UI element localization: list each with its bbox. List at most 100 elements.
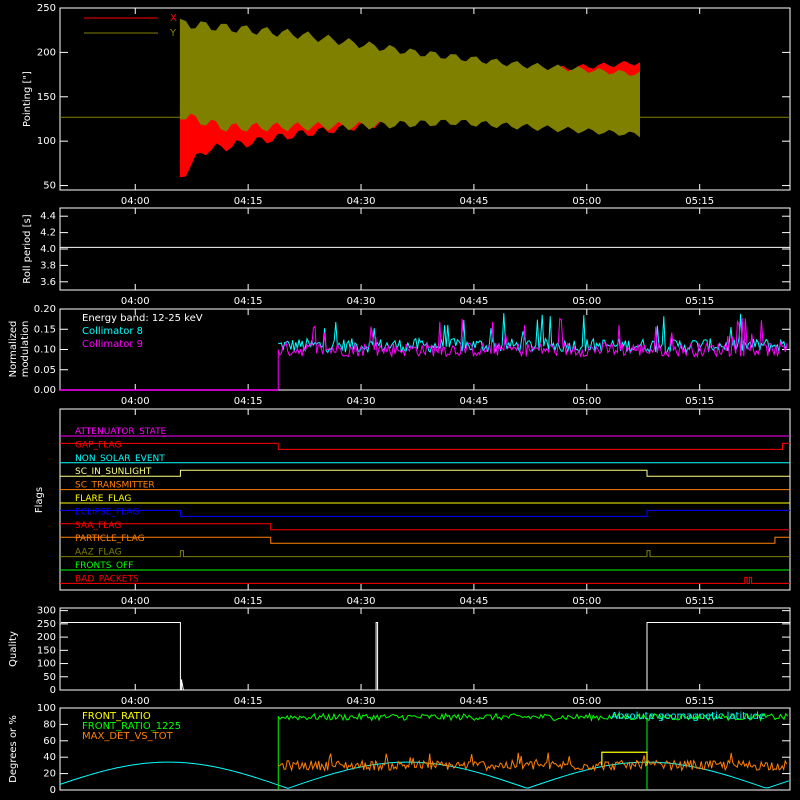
panel-flags-ylabel: Flags [34,487,45,513]
xtick-label: 05:15 [685,196,714,207]
pointing-ytick-label: 250 [37,3,56,14]
flag-label: AAZ_FLAG [75,548,122,558]
modulation-ytick-label: 0.10 [34,345,56,356]
panel-modulation: 0.00 0.05 0.10 0.15 0.20 04:00 04:15 04:30 04:4… [8,304,791,407]
flag-line-sc-in-sunlight [60,469,790,477]
xtick-label: 04:45 [460,696,489,707]
xtick-label: 05:00 [572,596,601,607]
flag-label: PARTICLE_FLAG [75,534,145,544]
panel-modulation-ylabel-2: modulation [20,321,31,378]
flag-label: FLARE_FLAG [75,494,131,504]
roll-ytick-label: 4.2 [40,228,56,239]
panel-roll-period: 3.6 3.8 4.0 4.2 4.4 04:00 04:15 04:30 04:45 05:0… [22,207,791,307]
modulation-series-8 [278,313,788,355]
xtick-label: 04:15 [234,296,263,307]
legend-label-y: Y [169,28,177,39]
xtick-label: 04:00 [121,396,150,407]
legend-label-collimator-8: Collimator 8 [82,326,143,337]
xtick-label: 04:15 [234,196,263,207]
quality-spike [180,679,184,691]
flag-label: SAA_FLAG [75,521,121,531]
xtick-label: 04:00 [121,196,150,207]
flag-line-eclipse-flag [60,509,790,517]
xtick-label: 04:30 [347,196,376,207]
legend-pointing: X Y [84,13,177,39]
quality-ytick-label: 50 [43,672,56,683]
xtick-label: 04:15 [234,696,263,707]
quality-line [61,622,790,691]
xtick-label: 05:00 [572,396,601,407]
quality-ytick-label: 250 [37,619,56,630]
flag-label: ATTENUATOR_STATE [75,427,167,437]
panel-pointing-frame [59,7,791,191]
panel-modulation-ylabel-1: Normalized [8,321,19,378]
panel-ratios: 0 20 40 60 80 100 Degrees or % FRONT_RATIO FR… [8,703,791,796]
flag-line-saa-flag [60,523,790,531]
ratios-ytick-label: 0 [50,785,56,796]
xtick-label: 04:45 [460,296,489,307]
modulation-ytick-label: 0.15 [34,324,56,335]
roll-ytick-label: 4.4 [40,211,56,222]
legend-label-max-det: MAX_DET_VS_TOT [82,731,174,742]
modulation-series-9 [277,317,788,359]
energy-band-annotation: Energy band: 12-25 keV [82,313,203,324]
xtick-label: 05:15 [685,396,714,407]
quality-ytick-label: 0 [50,685,56,696]
xtick-label: 04:15 [234,596,263,607]
xtick-label: 05:00 [572,196,601,207]
quality-ytick-label: 100 [37,659,56,670]
xtick-label: 04:45 [460,396,489,407]
modulation-ytick-label: 0.05 [34,365,56,376]
xtick-label: 04:30 [347,396,376,407]
pointing-ytick-label: 150 [37,92,56,103]
legend-label-x: X [170,13,177,24]
xtick-label: 04:30 [347,696,376,707]
quality-ytick-label: 150 [37,645,56,656]
geomagnetic-latitude-label: Absolute geomagnetic latitude [611,711,765,722]
quality-ytick-label: 200 [37,632,56,643]
pointing-series-y [179,18,640,138]
pointing-ytick-label: 200 [37,47,56,58]
xtick-label: 04:30 [347,296,376,307]
max-det-vs-tot-line [278,752,788,772]
xtick-label: 05:00 [572,696,601,707]
flag-label: NON_SOLAR_EVENT [75,454,165,464]
pointing-ytick-label: 50 [43,181,56,192]
ratios-ytick-label: 20 [43,769,56,780]
modulation-ytick-label: 0.00 [34,385,56,396]
xtick-label: 04:15 [234,396,263,407]
ratios-ytick-label: 100 [37,703,56,714]
panel-flags-frame [59,408,791,591]
flag-label: GAP_FLAG [75,440,121,450]
flag-label: BAD_PACKETS [75,574,139,584]
flag-label: SC_IN_SUNLIGHT [75,467,152,477]
panel-quality: 0 50 100 150 200 250 300 04:00 04:15 04:30 04:45 0… [8,606,791,707]
panel-ratios-ylabel: Degrees or % [8,715,19,783]
modulation-ytick-label: 0.20 [34,304,56,315]
front-ratio-1225-line [277,712,788,722]
flag-line-bad-packets [60,576,790,584]
legend-label-front-ratio: FRONT_RATIO [82,711,151,722]
panel-roll-ylabel: Roll period [s] [22,214,33,283]
ratios-ytick-label: 40 [43,752,56,763]
panel-flags: 04:00 04:15 04:30 04:45 05:00 05:15 ATTENUATO… [34,408,791,607]
flag-line-aaz-flag [60,550,790,558]
flag-line-particle-flag [60,536,790,544]
xtick-label: 05:00 [572,296,601,307]
panel-ratios-frame [59,707,791,791]
roll-ytick-label: 4.0 [40,244,56,255]
panel-pointing-ylabel: Pointing ["] [22,71,33,127]
panel-pointing: 50 100 150 200 250 04:00 04:15 04:30 04:45 05:00… [22,3,791,207]
flag-label: FRONTS_OFF [75,561,133,571]
xtick-label: 04:00 [121,596,150,607]
roll-ytick-label: 3.8 [40,260,56,271]
xtick-label: 05:15 [685,696,714,707]
quality-ytick-label: 300 [37,606,56,617]
xtick-label: 04:00 [121,696,150,707]
flag-label: SC_TRANSMITTER [75,481,155,491]
xtick-label: 05:15 [685,596,714,607]
xtick-label: 04:30 [347,596,376,607]
xtick-label: 05:15 [685,296,714,307]
legend-label-front-ratio-1225: FRONT_RATIO_1225 [82,721,181,732]
